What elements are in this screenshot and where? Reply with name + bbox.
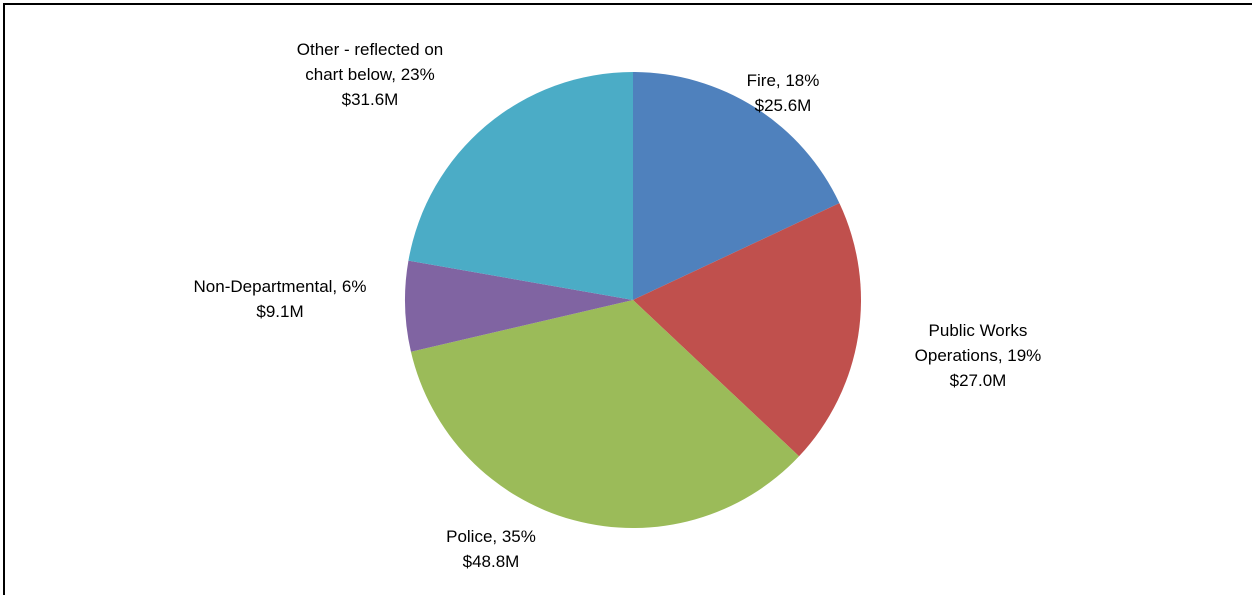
data-label: Non-Departmental, 6% $9.1M — [194, 277, 367, 321]
pie-slice-non-departmental — [405, 260, 633, 352]
data-label-line: Fire, 18% — [747, 71, 820, 90]
pie-slice-police — [410, 300, 800, 529]
data-label-line: Police, 35% — [446, 527, 536, 546]
data-label-line: Operations, 19% — [915, 346, 1042, 365]
pie-slice-fire — [633, 72, 840, 300]
data-label-line: Non-Departmental, 6% — [194, 277, 367, 296]
data-label: Fire, 18% $25.6M — [747, 71, 820, 115]
chart-frame: Fire, 18% $25.6M Public Works Operations, 1… — [3, 3, 1252, 595]
pie-labels: Fire, 18% $25.6M Public Works Operations, 1… — [194, 40, 1042, 571]
data-label-line: Other - reflected on — [297, 40, 443, 59]
pie-chart: Fire, 18% $25.6M Public Works Operations, 1… — [194, 40, 1042, 571]
data-label-line: $9.1M — [256, 302, 303, 321]
data-label-line: $27.0M — [950, 371, 1007, 390]
data-label-line: $25.6M — [755, 96, 812, 115]
pie-slice-public-works-operations — [633, 203, 862, 457]
data-label-line: $31.6M — [342, 90, 399, 109]
data-label-line: Public Works — [929, 321, 1028, 340]
data-label-line: chart below, 23% — [305, 65, 434, 84]
data-label: Public Works Operations, 19% $27.0M — [915, 321, 1042, 390]
data-label-line: $48.8M — [463, 552, 520, 571]
data-label: Other - reflected on chart below, 23% $31.… — [297, 40, 443, 109]
pie-slices — [405, 72, 862, 529]
data-label: Police, 35% $48.8M — [446, 527, 536, 571]
pie-slice-other-reflected-on-chart-below — [408, 72, 633, 300]
